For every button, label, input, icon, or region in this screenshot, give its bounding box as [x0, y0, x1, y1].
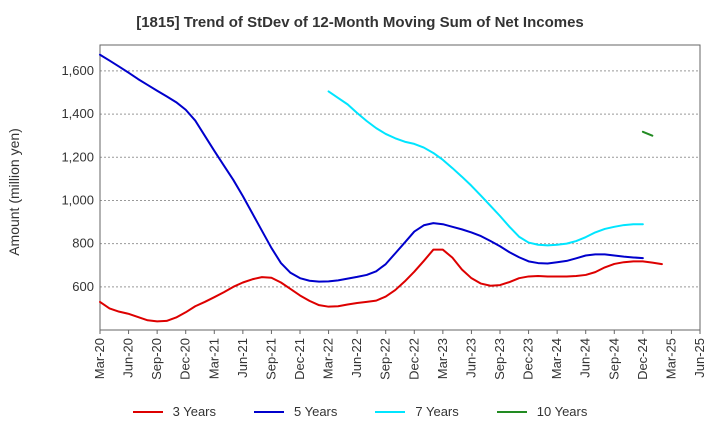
- x-tick-label: Dec-24: [635, 338, 650, 380]
- series-line-10-years: [641, 130, 654, 137]
- x-tick-label: Sep-21: [263, 338, 278, 380]
- legend-label: 7 Years: [415, 404, 459, 419]
- x-tick-label: Sep-24: [606, 338, 621, 380]
- series-lines: [99, 53, 663, 323]
- x-tick-label: Mar-24: [549, 338, 564, 379]
- x-tick-label: Jun-22: [349, 338, 364, 378]
- x-tick-label: Jun-25: [692, 338, 707, 378]
- x-tick-label: Mar-22: [321, 338, 336, 379]
- tick-labels: 600 800 1,000 1,200 1,400 1,600 Mar-20 Jun-20 Se…: [61, 63, 707, 380]
- legend-item: 5 Years: [254, 404, 337, 419]
- x-tick-label: Jun-21: [235, 338, 250, 378]
- legend-label: 5 Years: [294, 404, 338, 419]
- x-tick-label: Dec-20: [178, 338, 193, 380]
- plot-frame: [99, 44, 701, 331]
- x-tick-label: Jun-24: [578, 338, 593, 378]
- legend-item: 7 Years: [375, 404, 459, 419]
- legend-swatch: [375, 410, 406, 413]
- y-axis-label: Amount (million yen): [6, 128, 22, 256]
- x-tick-label: Dec-22: [406, 338, 421, 380]
- x-tick-label: Mar-21: [206, 338, 221, 379]
- x-tick-label: Dec-21: [292, 338, 307, 380]
- legend-swatch: [496, 410, 527, 413]
- x-tick-label: Mar-23: [435, 338, 450, 379]
- y-tick-label: 1,600: [61, 63, 94, 78]
- y-tick-label: 1,400: [61, 106, 94, 121]
- legend-swatch: [132, 410, 163, 413]
- chart-title: [1815] Trend of StDev of 12-Month Moving…: [136, 14, 584, 31]
- x-tick-label: Mar-20: [92, 338, 107, 379]
- x-tick-label: Dec-23: [521, 338, 536, 380]
- line-chart: 600 800 1,000 1,200 1,400 1,600 Mar-20 Jun-20 Se…: [6, 44, 707, 380]
- x-tick-label: Sep-20: [149, 338, 164, 380]
- y-tick-label: 1,200: [61, 149, 94, 164]
- series-line-7-years: [327, 90, 644, 247]
- legend-item: 3 Years: [132, 404, 216, 419]
- y-tick-label: 1,000: [61, 192, 94, 207]
- x-tick-label: Sep-22: [378, 338, 393, 380]
- legend-label: 3 Years: [172, 404, 216, 419]
- axes: [99, 44, 701, 334]
- legend-label: 10 Years: [536, 404, 588, 419]
- legend-swatch: [254, 410, 284, 413]
- y-tick-label: 800: [72, 236, 94, 251]
- x-tick-label: Jun-20: [121, 338, 136, 378]
- series-line-3-years: [99, 248, 663, 323]
- legend: 3 Years 5 Years 7 Years 10 Years: [0, 404, 720, 419]
- series-line-5-years: [99, 53, 644, 283]
- x-tick-label: Mar-25: [663, 338, 678, 379]
- x-tick-label: Jun-23: [463, 338, 478, 378]
- x-tick-label: Sep-23: [492, 338, 507, 380]
- y-tick-label: 600: [72, 279, 94, 294]
- legend-item: 10 Years: [496, 404, 588, 419]
